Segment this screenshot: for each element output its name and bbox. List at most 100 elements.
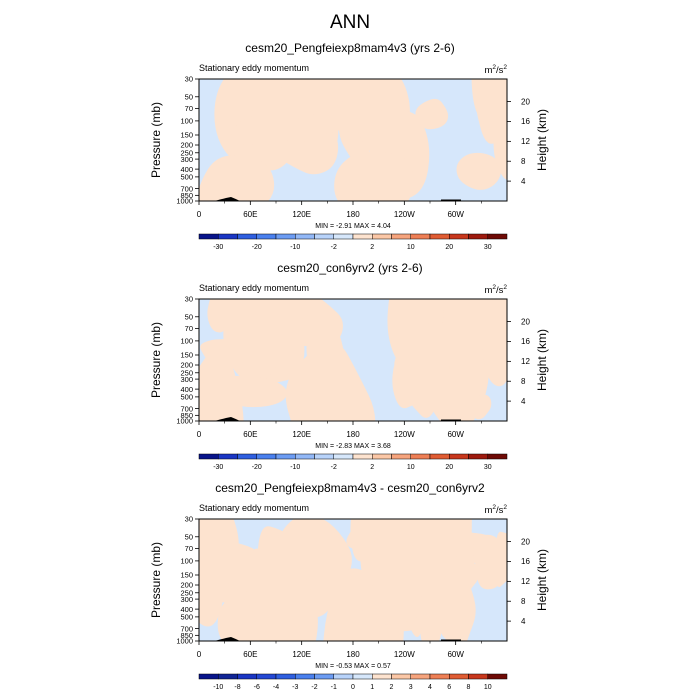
- height-tick-label: 12: [521, 577, 530, 586]
- lon-tick-label: 0: [197, 650, 202, 659]
- pressure-tick-label: 850: [180, 411, 193, 420]
- min-max-label: MIN = -2.83 MAX = 3.68: [315, 443, 391, 450]
- positive-region: [295, 79, 339, 171]
- positive-region: [244, 303, 305, 385]
- lon-tick-label: 120W: [394, 650, 415, 659]
- positive-region: [373, 519, 416, 612]
- height-tick-label: 4: [521, 397, 526, 406]
- pressure-tick-label: 70: [185, 544, 193, 553]
- colorbar-label: -20: [252, 464, 262, 471]
- colorbar-swatch: [218, 453, 238, 460]
- units-text: /s: [496, 505, 504, 516]
- topography: [441, 419, 461, 421]
- colorbar-swatch: [391, 233, 411, 240]
- y-axis-title: Pressure (mb): [149, 542, 163, 618]
- colorbar-label: -6: [254, 684, 260, 691]
- lon-tick-label: 120W: [394, 430, 415, 439]
- positive-region: [275, 79, 327, 167]
- colorbar-swatch: [198, 453, 219, 460]
- positive-region: [334, 151, 415, 201]
- pressure-tick-label: 50: [185, 312, 193, 321]
- positive-regions: [199, 79, 507, 201]
- plot-background: [199, 519, 507, 641]
- pressure-tick-label: 700: [180, 184, 193, 193]
- colorbar-swatch: [275, 453, 296, 460]
- pressure-tick-label: 500: [180, 613, 193, 622]
- positive-region: [255, 526, 307, 641]
- colorbar-swatch: [333, 453, 354, 460]
- colorbar-swatch: [237, 453, 257, 460]
- min-max-label: MIN = -0.53 MAX = 0.57: [315, 663, 391, 670]
- positive-region: [336, 98, 405, 134]
- positive-region: [244, 548, 267, 623]
- positive-region: [403, 299, 430, 348]
- colorbar-label: -3: [292, 684, 298, 691]
- lon-tick-label: 0: [197, 210, 202, 219]
- positive-region: [355, 519, 394, 587]
- pressure-tick-label: 200: [180, 581, 193, 590]
- height-tick-label: 12: [521, 137, 530, 146]
- pressure-tick-label: 200: [180, 141, 193, 150]
- lon-tick-label: 120W: [394, 210, 415, 219]
- positive-region: [346, 519, 409, 555]
- pressure-tick-label: 70: [185, 104, 193, 113]
- colorbar-label: -30: [213, 244, 223, 251]
- positive-region: [256, 97, 296, 127]
- pressure-tick-label: 100: [180, 337, 193, 346]
- colorbar-swatch: [256, 453, 277, 460]
- pressure-tick-label: 250: [180, 368, 193, 377]
- colorbar-swatch: [468, 673, 488, 680]
- plot-frame: [198, 78, 508, 202]
- y-axis-title: Pressure (mb): [149, 102, 163, 178]
- positive-region: [217, 596, 255, 641]
- colorbar-swatch: [352, 453, 373, 460]
- units-text: m: [484, 285, 492, 296]
- pressure-tick-label: 300: [180, 595, 193, 604]
- colorbar-swatch: [218, 673, 238, 680]
- colorbar-label: -20: [252, 244, 262, 251]
- lon-tick-label: 0: [197, 430, 202, 439]
- panel-title: cesm20_con6yrv2 (yrs 2-6): [277, 261, 422, 275]
- colorbar-label: -2: [311, 684, 317, 691]
- height-tick-label: 20: [521, 537, 530, 546]
- colorbar-label: -2: [331, 244, 337, 251]
- units-exponent: 2: [503, 64, 507, 71]
- pressure-tick-label: 400: [180, 165, 193, 174]
- positive-region: [251, 79, 300, 171]
- pressure-tick-label: 150: [180, 131, 193, 140]
- units-label: m2/s2: [484, 504, 507, 516]
- lon-tick-label: 180: [346, 430, 360, 439]
- colorbar-label: 20: [445, 244, 453, 251]
- colorbar-swatch: [468, 453, 488, 460]
- positive-region: [274, 112, 339, 175]
- pressure-tick-label: 30: [185, 295, 193, 304]
- height-tick-label: 8: [521, 377, 526, 386]
- colorbar-swatch: [372, 453, 392, 460]
- colorbar-swatch: [410, 673, 431, 680]
- plot-background: [199, 299, 507, 421]
- colorbar-swatch: [314, 673, 334, 680]
- pressure-tick-label: 100: [180, 557, 193, 566]
- positive-region: [437, 299, 507, 349]
- positive-region: [387, 299, 444, 368]
- positive-region: [199, 349, 237, 421]
- pressure-tick-label: 150: [180, 351, 193, 360]
- lon-tick-label: 120E: [292, 210, 311, 219]
- colorbar-swatch: [372, 673, 392, 680]
- lon-tick-label: 60W: [447, 650, 464, 659]
- pressure-tick-label: 70: [185, 324, 193, 333]
- colorbar-swatch: [295, 233, 315, 240]
- positive-region: [354, 79, 401, 162]
- height-tick-label: 16: [521, 337, 530, 346]
- colorbar-label: -1: [331, 684, 337, 691]
- panel-subtitle: Stationary eddy momentum: [199, 503, 309, 513]
- colorbar-label: -10: [213, 684, 223, 691]
- pressure-tick-label: 50: [185, 92, 193, 101]
- positive-region: [350, 519, 371, 562]
- colorbar-swatch: [487, 453, 508, 460]
- main-title: ANN: [329, 12, 371, 33]
- positive-region: [405, 553, 429, 638]
- colorbar-label: 6: [447, 684, 451, 691]
- positive-region: [493, 113, 507, 180]
